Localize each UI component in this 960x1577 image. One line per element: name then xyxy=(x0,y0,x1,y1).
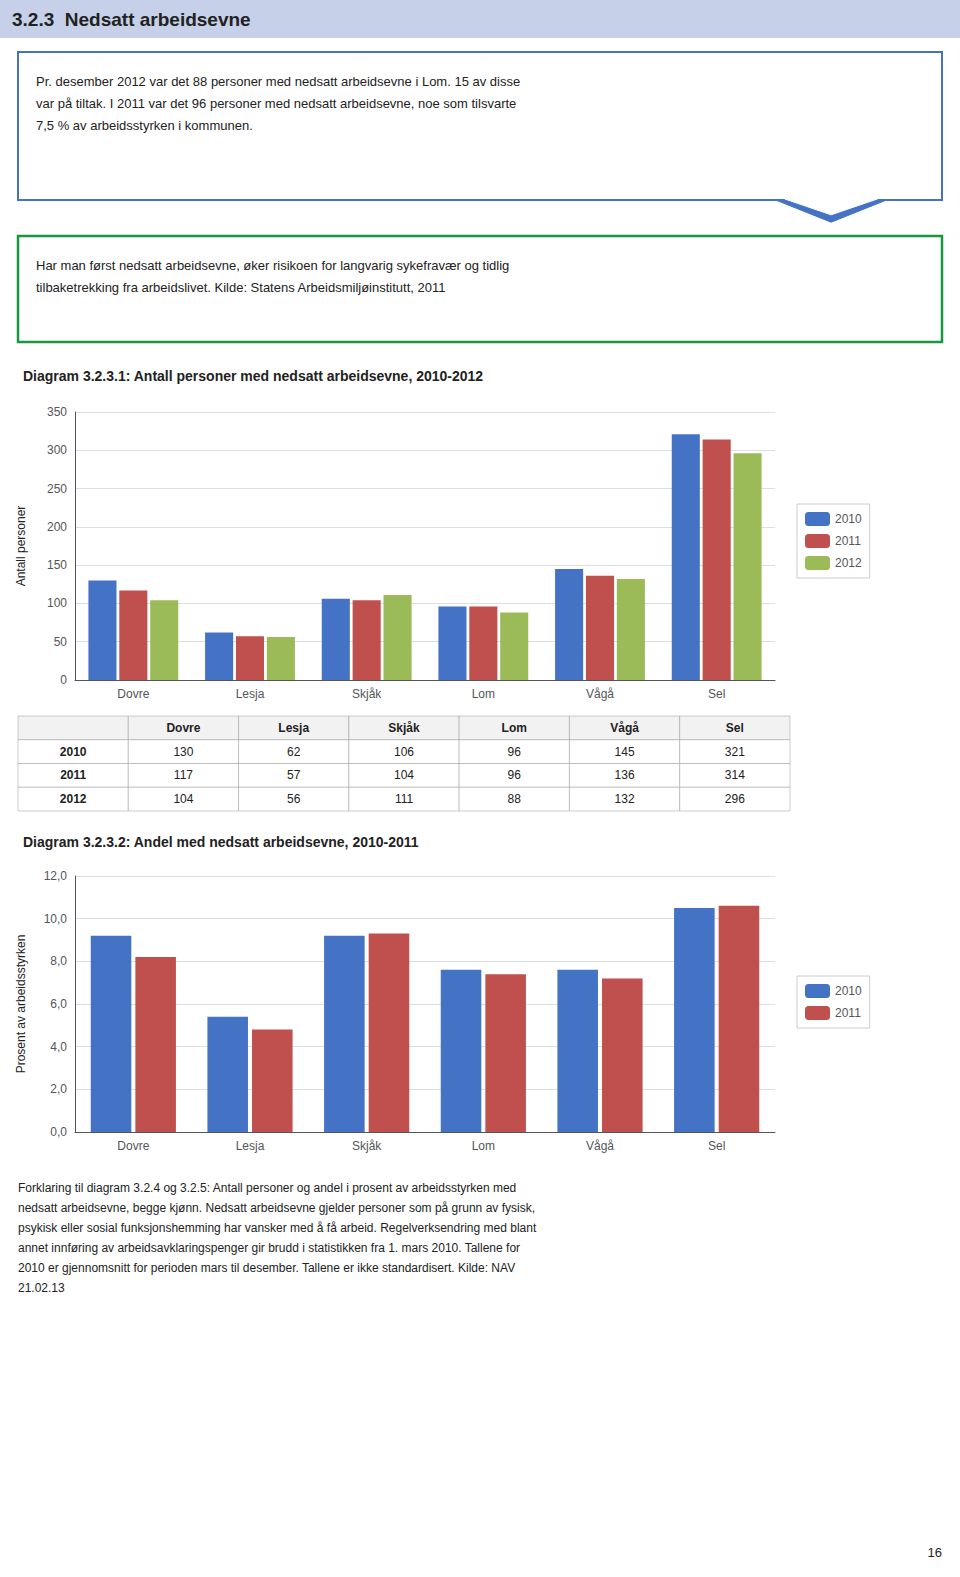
svg-text:Dovre: Dovre xyxy=(117,1139,149,1153)
svg-text:Skjåk: Skjåk xyxy=(388,721,420,735)
svg-text:200: 200 xyxy=(47,520,67,534)
svg-text:2010: 2010 xyxy=(60,745,87,759)
svg-text:104: 104 xyxy=(394,768,414,782)
svg-text:2,0: 2,0 xyxy=(50,1082,67,1096)
svg-text:132: 132 xyxy=(615,792,635,806)
svg-text:Pr. desember 2012 var det 88 p: Pr. desember 2012 var det 88 personer me… xyxy=(36,74,520,89)
svg-text:3.2.3 Nedsatt arbeidsevne: 3.2.3 Nedsatt arbeidsevne xyxy=(12,9,251,30)
svg-text:300: 300 xyxy=(47,443,67,457)
svg-text:var på tiltak. I 2011 var det: var på tiltak. I 2011 var det 96 persone… xyxy=(36,96,516,111)
svg-text:296: 296 xyxy=(725,792,745,806)
svg-text:130: 130 xyxy=(173,745,193,759)
svg-text:8,0: 8,0 xyxy=(50,954,67,968)
svg-text:nedsatt arbeidsevne, begge kjø: nedsatt arbeidsevne, begge kjønn. Nedsat… xyxy=(18,1201,535,1215)
svg-text:2011: 2011 xyxy=(835,534,861,548)
svg-text:2012: 2012 xyxy=(60,792,87,806)
svg-text:314: 314 xyxy=(725,768,745,782)
svg-text:96: 96 xyxy=(508,768,522,782)
svg-text:Vågå: Vågå xyxy=(586,1139,614,1153)
svg-text:Lom: Lom xyxy=(472,1139,495,1153)
svg-text:Skjåk: Skjåk xyxy=(352,1139,382,1153)
svg-text:Antall personer: Antall personer xyxy=(14,506,28,587)
svg-text:145: 145 xyxy=(615,745,635,759)
svg-text:Diagram 3.2.3.1: Antall person: Diagram 3.2.3.1: Antall personer med ned… xyxy=(23,368,483,384)
svg-text:2010 er gjennomsnitt for perio: 2010 er gjennomsnitt for perioden mars t… xyxy=(18,1261,515,1275)
svg-text:321: 321 xyxy=(725,745,745,759)
svg-text:50: 50 xyxy=(54,635,68,649)
svg-text:Lom: Lom xyxy=(502,721,527,735)
svg-text:106: 106 xyxy=(394,745,414,759)
svg-text:117: 117 xyxy=(174,768,193,782)
svg-text:Lesja: Lesja xyxy=(236,1139,265,1153)
svg-text:10,0: 10,0 xyxy=(44,912,68,926)
svg-text:21.02.13: 21.02.13 xyxy=(18,1281,65,1295)
svg-text:Vågå: Vågå xyxy=(586,687,614,701)
svg-text:2010: 2010 xyxy=(835,512,862,526)
svg-text:psykisk eller sosial funksjons: psykisk eller sosial funksjonshemming ha… xyxy=(18,1221,537,1235)
svg-text:Forklaring til diagram 3.2.4 o: Forklaring til diagram 3.2.4 og 3.2.5: A… xyxy=(18,1181,516,1195)
svg-text:104: 104 xyxy=(173,792,193,806)
svg-text:Har man først nedsatt arbeidse: Har man først nedsatt arbeidsevne, øker … xyxy=(36,258,509,273)
svg-text:6,0: 6,0 xyxy=(50,997,67,1011)
svg-text:0,0: 0,0 xyxy=(50,1125,67,1139)
svg-text:4,0: 4,0 xyxy=(50,1040,67,1054)
svg-text:Vågå: Vågå xyxy=(610,721,639,735)
svg-text:tilbaketrekking fra arbeidsliv: tilbaketrekking fra arbeidslivet. Kilde:… xyxy=(36,280,445,295)
svg-text:Lesja: Lesja xyxy=(236,687,265,701)
svg-text:7,5 % av arbeidsstyrken i komm: 7,5 % av arbeidsstyrken i kommunen. xyxy=(36,118,253,133)
svg-text:annet innføring av arbeidsavkl: annet innføring av arbeidsavklaringspeng… xyxy=(18,1241,520,1255)
svg-text:56: 56 xyxy=(287,792,301,806)
svg-text:150: 150 xyxy=(47,558,67,572)
svg-text:16: 16 xyxy=(928,1545,942,1560)
svg-text:2011: 2011 xyxy=(835,1006,861,1020)
svg-text:57: 57 xyxy=(287,768,301,782)
svg-text:111: 111 xyxy=(395,792,414,806)
svg-text:2012: 2012 xyxy=(835,556,862,570)
svg-text:100: 100 xyxy=(47,596,67,610)
svg-text:250: 250 xyxy=(47,482,67,496)
svg-text:88: 88 xyxy=(508,792,522,806)
svg-text:62: 62 xyxy=(287,745,301,759)
svg-text:Diagram 3.2.3.2: Andel med ned: Diagram 3.2.3.2: Andel med nedsatt arbei… xyxy=(23,834,419,850)
svg-text:Sel: Sel xyxy=(708,1139,725,1153)
svg-text:Lesja: Lesja xyxy=(278,721,309,735)
svg-text:Sel: Sel xyxy=(708,687,725,701)
svg-text:12,0: 12,0 xyxy=(44,869,68,883)
svg-text:0: 0 xyxy=(60,673,67,687)
svg-text:Sel: Sel xyxy=(726,721,744,735)
svg-text:Dovre: Dovre xyxy=(117,687,149,701)
svg-text:136: 136 xyxy=(615,768,635,782)
svg-text:350: 350 xyxy=(47,405,67,419)
svg-text:2010: 2010 xyxy=(835,984,862,998)
svg-text:Prosent av arbeidsstyrken: Prosent av arbeidsstyrken xyxy=(14,935,28,1074)
svg-text:2011: 2011 xyxy=(60,768,86,782)
svg-text:Skjåk: Skjåk xyxy=(352,687,382,701)
svg-text:Dovre: Dovre xyxy=(166,721,200,735)
svg-text:Lom: Lom xyxy=(472,687,495,701)
svg-text:96: 96 xyxy=(508,745,522,759)
